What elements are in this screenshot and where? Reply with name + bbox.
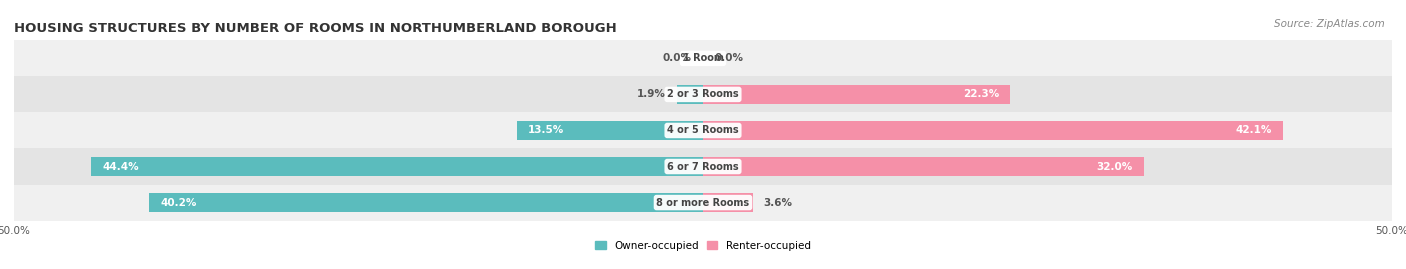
Bar: [703, 84, 1011, 104]
Text: 32.0%: 32.0%: [1097, 161, 1133, 172]
Text: 3.6%: 3.6%: [763, 197, 793, 208]
Text: 40.2%: 40.2%: [160, 197, 197, 208]
Text: 0.0%: 0.0%: [664, 53, 692, 63]
Text: Source: ZipAtlas.com: Source: ZipAtlas.com: [1274, 19, 1385, 29]
Text: 42.1%: 42.1%: [1236, 125, 1272, 136]
Bar: [14, 112, 1392, 148]
Text: 0.0%: 0.0%: [714, 53, 742, 63]
Bar: [703, 193, 752, 213]
Bar: [517, 121, 703, 140]
Bar: [14, 185, 1392, 221]
Bar: [14, 40, 1392, 76]
Text: 13.5%: 13.5%: [529, 125, 564, 136]
Text: 1 Room: 1 Room: [682, 53, 724, 63]
Text: 4 or 5 Rooms: 4 or 5 Rooms: [668, 125, 738, 136]
Text: 6 or 7 Rooms: 6 or 7 Rooms: [668, 161, 738, 172]
Text: 2 or 3 Rooms: 2 or 3 Rooms: [668, 89, 738, 100]
Text: 8 or more Rooms: 8 or more Rooms: [657, 197, 749, 208]
Text: 44.4%: 44.4%: [103, 161, 139, 172]
Text: 1.9%: 1.9%: [637, 89, 666, 100]
Text: 22.3%: 22.3%: [963, 89, 1000, 100]
Bar: [149, 193, 703, 213]
Legend: Owner-occupied, Renter-occupied: Owner-occupied, Renter-occupied: [591, 237, 815, 255]
Bar: [703, 157, 1144, 176]
Bar: [703, 121, 1284, 140]
Bar: [91, 157, 703, 176]
Bar: [676, 84, 703, 104]
Text: HOUSING STRUCTURES BY NUMBER OF ROOMS IN NORTHUMBERLAND BOROUGH: HOUSING STRUCTURES BY NUMBER OF ROOMS IN…: [14, 22, 617, 35]
Bar: [14, 148, 1392, 185]
Bar: [14, 76, 1392, 112]
